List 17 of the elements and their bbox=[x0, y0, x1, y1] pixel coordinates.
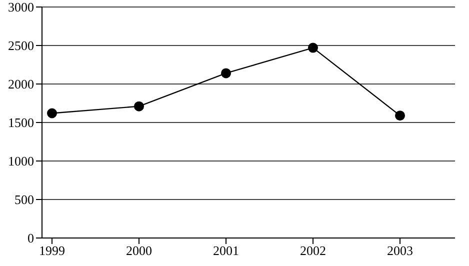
x-tick-label: 2000 bbox=[126, 243, 152, 258]
y-tick-label: 2500 bbox=[8, 38, 34, 54]
y-tick-label: 500 bbox=[14, 192, 34, 208]
x-tick-label: 1999 bbox=[39, 243, 65, 258]
x-tick-label: 2003 bbox=[387, 243, 413, 258]
y-tick-label: 3000 bbox=[8, 0, 34, 15]
point bbox=[134, 101, 144, 112]
point bbox=[47, 108, 57, 118]
point bbox=[308, 42, 318, 53]
y-tick-label: 1000 bbox=[8, 154, 34, 169]
y-tick-label: 0 bbox=[28, 230, 34, 246]
x-tick-label: 2002 bbox=[300, 243, 326, 258]
y-tick-label: 2000 bbox=[8, 76, 34, 92]
x-tick-label: 2001 bbox=[213, 243, 239, 258]
point bbox=[395, 110, 405, 121]
point bbox=[221, 68, 231, 78]
y-tick-label: 1500 bbox=[8, 115, 34, 130]
